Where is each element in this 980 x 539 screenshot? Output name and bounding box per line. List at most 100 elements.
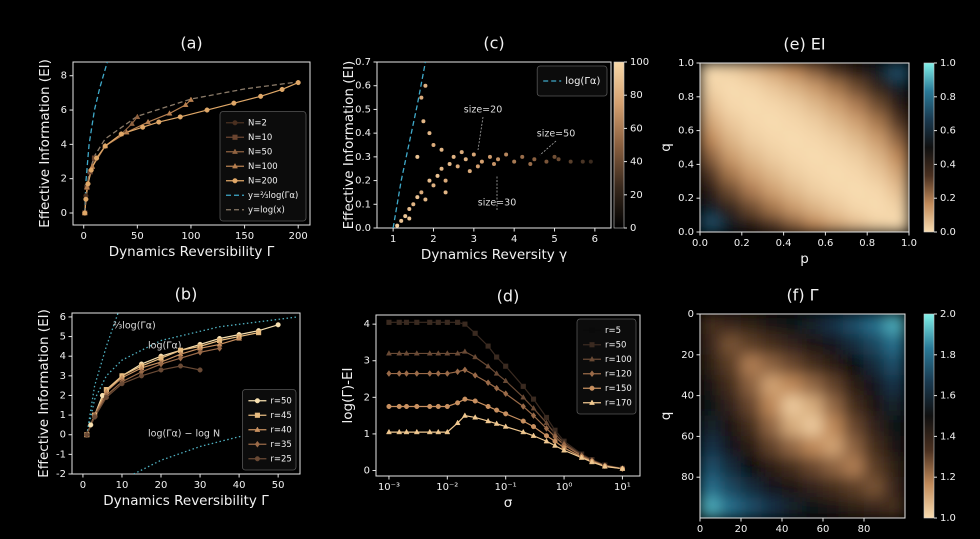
marker: [103, 394, 109, 400]
marker: [94, 155, 100, 161]
marker: [454, 350, 461, 356]
heatmap-cell: [843, 354, 865, 376]
colorbar: [923, 62, 935, 233]
marker: [386, 370, 392, 377]
heatmap-cells: [700, 314, 905, 518]
heatmap-cell: [866, 63, 889, 81]
heatmap-cell: [802, 395, 824, 417]
x-axis-label: Dynamics Reversibility Γ: [103, 493, 269, 509]
scatter-point: [451, 154, 456, 159]
heatmap-cell: [802, 415, 824, 437]
colorbar-tick-label: 1.0: [940, 58, 956, 69]
heatmap-cell: [783, 130, 805, 148]
heatmap-cell: [700, 130, 722, 148]
marker: [102, 143, 108, 149]
y-tick-label: -1: [56, 449, 66, 460]
scatter-point: [455, 164, 460, 169]
colorbar-tick-label: 2.0: [940, 309, 956, 320]
heatmap-cell: [802, 354, 824, 376]
heatmap-cell: [762, 214, 784, 232]
marker: [232, 148, 238, 154]
marker: [589, 342, 595, 348]
scatter-point: [427, 131, 432, 136]
heatmap-cell: [781, 374, 803, 396]
heatmap-cell: [866, 214, 889, 232]
marker: [232, 134, 238, 140]
colorbar-tick-label: 0.2: [940, 193, 956, 204]
heatmap-cell: [741, 130, 763, 148]
heatmap-cell: [700, 197, 722, 216]
x-tick-label: 100: [181, 231, 200, 242]
marker: [444, 428, 451, 435]
heatmap-cell: [822, 456, 844, 478]
marker: [92, 414, 98, 420]
series-line: [392, 62, 427, 228]
y-tick-label: 1: [60, 410, 66, 421]
marker: [485, 417, 492, 424]
heatmap-cell: [887, 63, 909, 81]
colorbar-tick-label: 40: [630, 157, 643, 168]
marker: [552, 442, 558, 448]
heatmap-cell: [781, 354, 803, 376]
scatter-point: [431, 143, 436, 147]
x-tick-label: 0: [697, 524, 703, 535]
marker: [403, 370, 410, 377]
heatmap-cell: [804, 197, 826, 216]
y-tick-label: 6: [61, 105, 67, 116]
scatter-point: [423, 83, 428, 88]
legend-label: N=50: [248, 147, 272, 157]
heatmap-cell: [884, 415, 905, 437]
heatmap-cell: [700, 181, 722, 199]
heatmap-cell: [781, 476, 803, 498]
marker: [485, 403, 491, 410]
heatmap-cell: [843, 374, 865, 396]
heatmap-cell: [802, 456, 824, 478]
heatmap-cell: [700, 214, 722, 232]
y-tick-label: 0.5: [355, 104, 371, 115]
annotation: size=50: [537, 129, 575, 140]
marker: [403, 428, 410, 435]
x-tick-label: 0.6: [817, 238, 833, 249]
colorbar: [923, 313, 935, 519]
y-tick-label: 0.4: [678, 159, 694, 170]
heatmap-cell: [884, 476, 905, 498]
heatmap-cell: [887, 96, 909, 114]
legend-label: N=200: [248, 176, 278, 186]
x-tick-label: 0.0: [692, 238, 708, 249]
marker: [83, 183, 90, 190]
marker: [385, 428, 392, 435]
scatter-point: [443, 178, 448, 183]
heatmap-cell: [740, 395, 762, 417]
legend-label: r=35: [270, 440, 291, 450]
legend-label: r=40: [270, 425, 291, 435]
heatmap-cell: [846, 197, 868, 216]
heatmap-cell: [700, 395, 721, 417]
y-tick-label: 0: [60, 430, 66, 441]
scatter-point: [423, 197, 428, 202]
heatmap-cell: [843, 395, 865, 417]
heatmap-cell: [843, 314, 865, 335]
heatmap-cell: [846, 130, 868, 148]
marker: [578, 454, 585, 460]
heatmap-cell: [783, 96, 805, 114]
heatmap-cell: [781, 314, 803, 335]
y-tick-label: 6: [60, 312, 66, 323]
marker: [197, 348, 203, 356]
heatmap-cell: [720, 96, 743, 114]
colorbar-tick-label: 1.6: [940, 391, 956, 402]
y-tick-label: 0.4: [355, 128, 371, 139]
marker: [493, 420, 500, 426]
marker: [123, 129, 130, 135]
marker: [454, 419, 461, 426]
series-line: [86, 316, 298, 435]
x-tick-label: 80: [858, 524, 871, 535]
heatmap-cell: [887, 197, 909, 216]
x-tick-label: 2: [430, 234, 436, 245]
marker: [385, 350, 392, 356]
marker: [461, 412, 468, 418]
marker: [444, 350, 451, 356]
marker: [435, 370, 441, 377]
marker: [493, 370, 500, 376]
colorbar-tick-label: 0: [630, 223, 636, 234]
